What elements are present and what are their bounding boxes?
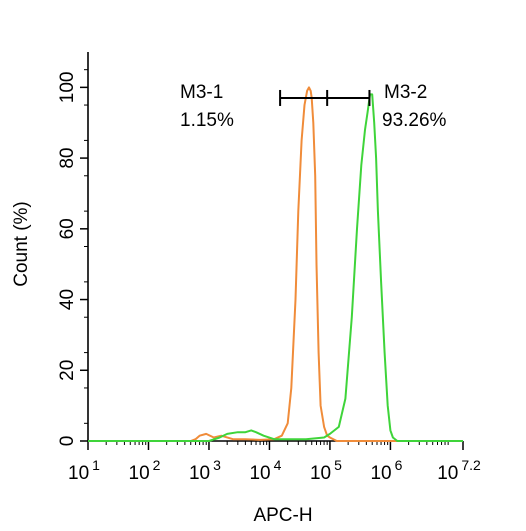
marker-m3-1-value: 1.15% [180, 110, 234, 131]
y-tick-label: 60 [57, 218, 78, 239]
series-line-green [88, 93, 463, 442]
gate-marker [279, 89, 371, 106]
y-tick-label: 80 [57, 148, 78, 169]
x-tick-label: 10 6 [370, 457, 402, 484]
marker-m3-2-value: 93.26% [382, 110, 447, 131]
axis-ticks: 0 20 40 60 80 100 10 1 10 2 10 3 10 4 10 5 10 6 10 7.2 [57, 69, 481, 484]
marker-m3-2-label: M3-2 [384, 82, 427, 103]
series-line-orange [88, 86, 463, 442]
y-tick-label: 100 [57, 72, 78, 104]
y-tick-label: 40 [57, 289, 78, 310]
x-tick-label: 10 1 [68, 457, 100, 484]
x-axis-label: APC-H [253, 505, 312, 526]
x-tick-label: 10 4 [249, 457, 281, 484]
x-tick-label: 10 3 [189, 457, 221, 484]
y-tick-label: 0 [57, 436, 78, 447]
y-tick-label: 20 [57, 360, 78, 381]
marker-m3-1-label: M3-1 [180, 82, 223, 103]
x-tick-label: 10 7.2 [437, 457, 481, 484]
y-axis-label: Count (%) [11, 201, 32, 287]
x-tick-label: 10 2 [129, 457, 161, 484]
x-tick-label: 10 5 [310, 457, 342, 484]
series-group [88, 86, 463, 442]
